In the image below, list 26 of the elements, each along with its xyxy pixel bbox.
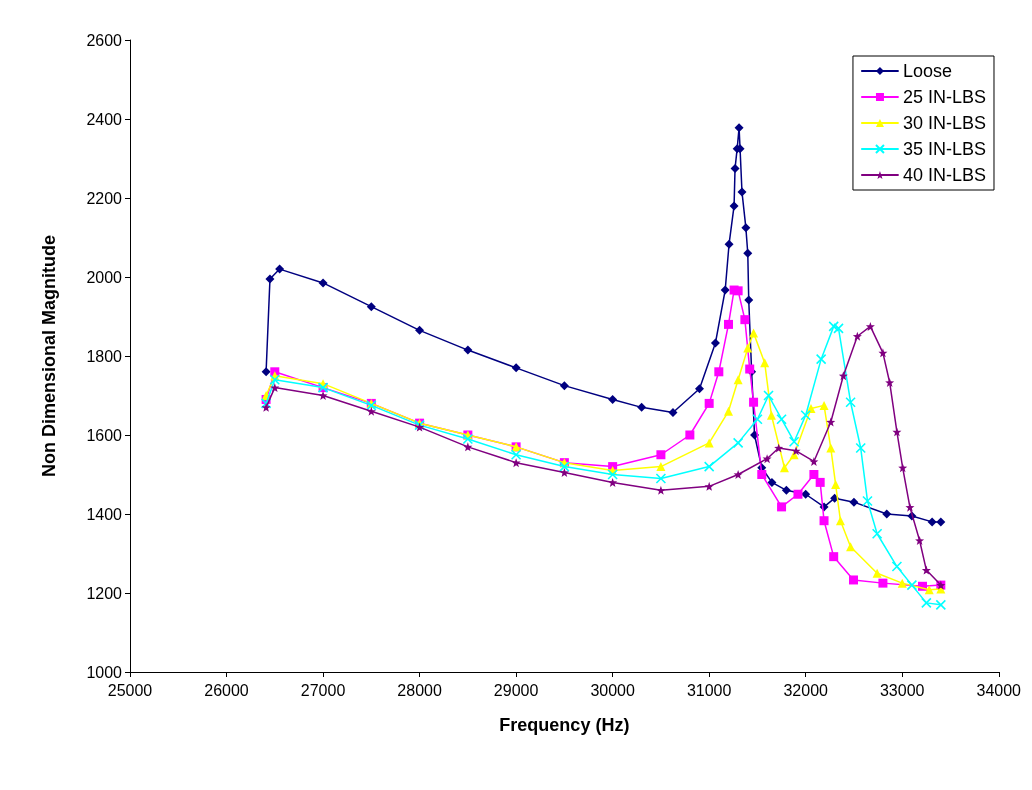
x-tick-label: 32000 <box>783 681 829 699</box>
y-tick-label: 1800 <box>86 347 123 365</box>
legend-label: Loose <box>902 61 953 81</box>
legend-label: 35 IN-LBS <box>902 139 987 159</box>
y-tick-label: 2600 <box>86 31 123 49</box>
x-axis-title: Frequency (Hz) <box>499 715 630 735</box>
x-tick-label: 30000 <box>590 681 635 699</box>
y-tick-label: 2400 <box>86 110 123 128</box>
y-tick-label: 2200 <box>86 189 123 207</box>
x-tick-label: 31000 <box>686 681 732 699</box>
x-tick-label: 34000 <box>976 681 1022 699</box>
x-tick-label: 26000 <box>204 681 249 699</box>
y-axis-title: Non Dimensional Magnitude <box>39 234 59 478</box>
legend-label: 30 IN-LBS <box>902 113 987 133</box>
y-tick-label: 1600 <box>86 426 123 444</box>
x-tick-label: 33000 <box>879 681 925 699</box>
y-tick-label: 1000 <box>86 663 123 681</box>
x-tick-label: 29000 <box>493 681 539 699</box>
y-tick-label: 2000 <box>86 268 123 286</box>
x-tick-label: 25000 <box>107 681 153 699</box>
x-tick-label: 27000 <box>300 681 346 699</box>
y-tick-label: 1200 <box>86 584 123 602</box>
legend-label: 40 IN-LBS <box>902 165 987 185</box>
y-tick-label: 1400 <box>86 505 123 523</box>
x-tick-label: 28000 <box>397 681 442 699</box>
legend-label: 25 IN-LBS <box>902 87 987 107</box>
